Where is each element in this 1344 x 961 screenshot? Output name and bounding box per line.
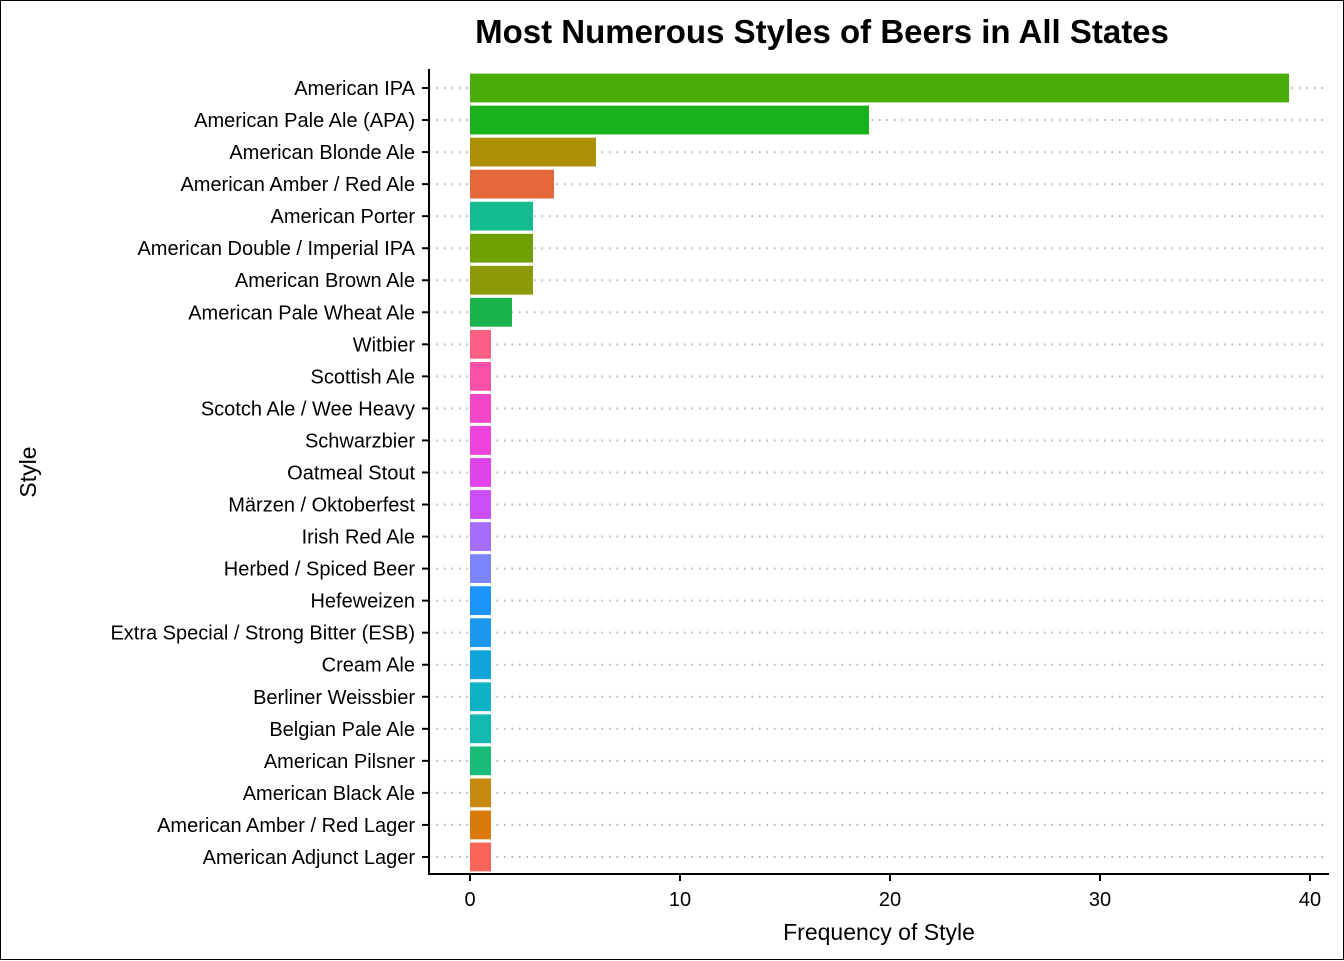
bar — [470, 105, 869, 135]
x-tick-label: 30 — [1089, 889, 1111, 911]
bar — [470, 297, 512, 327]
x-tick-label: 40 — [1299, 889, 1321, 911]
bar — [470, 458, 491, 487]
y-tick-label: Cream Ale — [322, 655, 415, 677]
bar — [470, 682, 491, 712]
bar — [470, 618, 491, 648]
bar — [470, 522, 491, 551]
x-tick-label: 20 — [879, 889, 901, 911]
bar — [470, 361, 491, 391]
y-tick-label: American Brown Ale — [235, 270, 415, 292]
y-axis-label: Style — [15, 446, 41, 497]
bar — [470, 842, 491, 872]
y-tick-label: Scottish Ale — [310, 366, 415, 388]
x-tick-label: 10 — [669, 889, 691, 911]
y-tick-label: Belgian Pale Ale — [269, 719, 415, 741]
grid-lines — [429, 87, 1329, 858]
y-tick-label: American Double / Imperial IPA — [137, 238, 415, 260]
y-tick-label: American Pilsner — [264, 751, 416, 773]
bar — [470, 426, 491, 455]
y-tick-label: Irish Red Ale — [302, 527, 415, 549]
y-tick-label: American Pale Wheat Ale — [188, 302, 415, 324]
y-tick-label: American Black Ale — [243, 783, 415, 805]
bar — [470, 137, 596, 167]
bar — [470, 746, 491, 776]
y-tick-label: American IPA — [294, 78, 415, 100]
bar — [470, 201, 533, 231]
y-tick-label: American Amber / Red Lager — [157, 815, 415, 837]
chart-title: Most Numerous Styles of Beers in All Sta… — [475, 13, 1169, 50]
bar — [470, 169, 554, 199]
bar — [470, 554, 491, 583]
y-tick-label: Oatmeal Stout — [287, 462, 415, 484]
x-axis-label: Frequency of Style — [783, 919, 975, 945]
y-axis: American IPA American Pale Ale (APA) Ameri… — [110, 69, 430, 874]
y-tick-label: Witbier — [353, 334, 416, 356]
bar — [470, 586, 491, 616]
bar — [470, 265, 533, 295]
y-tick-label: American Adjunct Lager — [203, 847, 416, 869]
y-tick-label: Hefeweizen — [310, 591, 415, 613]
y-tick-label: Märzen / Oktoberfest — [228, 495, 415, 517]
y-tick-label: American Pale Ale (APA) — [194, 110, 415, 132]
y-tick-label: American Blonde Ale — [229, 142, 415, 164]
bar — [470, 714, 491, 744]
y-tick-label: Berliner Weissbier — [253, 687, 415, 709]
bar — [470, 394, 491, 423]
x-tick-label: 0 — [464, 889, 475, 911]
bar — [470, 73, 1289, 103]
bar — [470, 810, 491, 840]
y-tick-label: Scotch Ale / Wee Heavy — [201, 398, 415, 420]
bar — [470, 233, 533, 263]
bars — [470, 73, 1289, 872]
bar — [470, 329, 491, 359]
y-tick-label: Herbed / Spiced Beer — [224, 559, 416, 581]
bar — [470, 650, 491, 680]
y-tick-label: American Porter — [271, 206, 416, 228]
y-tick-label: American Amber / Red Ale — [180, 174, 415, 196]
bar — [470, 778, 491, 808]
y-tick-label: Schwarzbier — [305, 430, 415, 452]
x-axis: 0 10 20 30 40 — [428, 873, 1329, 911]
y-tick-label: Extra Special / Strong Bitter (ESB) — [110, 623, 415, 645]
bar — [470, 490, 491, 519]
